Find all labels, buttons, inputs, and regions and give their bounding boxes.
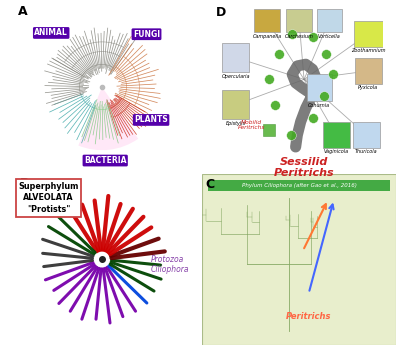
Text: Mobilid
Peritrichs: Mobilid Peritrichs xyxy=(238,120,266,130)
Text: Opercularia: Opercularia xyxy=(222,73,250,79)
Text: Pyxicola: Pyxicola xyxy=(358,85,378,90)
Text: Carchesium: Carchesium xyxy=(284,34,314,39)
Bar xyxy=(208,180,390,191)
Text: Superphylum
ALVEOLATA
"Protists": Superphylum ALVEOLATA "Protists" xyxy=(18,182,79,214)
FancyBboxPatch shape xyxy=(354,21,382,47)
Text: Thuricola: Thuricola xyxy=(355,150,378,155)
Text: Protozoa
Ciliophora: Protozoa Ciliophora xyxy=(151,255,190,274)
FancyBboxPatch shape xyxy=(306,74,332,101)
Wedge shape xyxy=(78,87,138,150)
Text: Vorticella: Vorticella xyxy=(318,34,341,39)
FancyBboxPatch shape xyxy=(353,122,380,148)
Text: ANIMAL: ANIMAL xyxy=(34,29,68,38)
FancyBboxPatch shape xyxy=(222,43,249,72)
Text: C: C xyxy=(205,178,214,191)
FancyBboxPatch shape xyxy=(222,90,249,119)
FancyBboxPatch shape xyxy=(355,58,382,84)
Text: FUNGI: FUNGI xyxy=(133,30,160,39)
Text: Vaginicola: Vaginicola xyxy=(324,150,349,155)
FancyBboxPatch shape xyxy=(317,9,342,32)
Text: Zoothamnium: Zoothamnium xyxy=(351,48,386,53)
Text: Campanella: Campanella xyxy=(252,34,282,39)
FancyBboxPatch shape xyxy=(254,9,280,32)
Text: Phylum Ciliophora (after Gao et al., 2016): Phylum Ciliophora (after Gao et al., 201… xyxy=(242,183,356,188)
Text: D: D xyxy=(216,6,226,19)
Text: Sessilid
Peritrichs: Sessilid Peritrichs xyxy=(274,157,334,178)
Text: B: B xyxy=(20,177,29,190)
Text: A: A xyxy=(18,5,28,18)
FancyBboxPatch shape xyxy=(323,122,350,148)
Text: PLANTS: PLANTS xyxy=(134,116,168,125)
FancyBboxPatch shape xyxy=(286,9,312,32)
Text: BACTERIA: BACTERIA xyxy=(84,156,126,165)
Text: Peritrichs: Peritrichs xyxy=(286,312,332,321)
Text: Cohurnia: Cohurnia xyxy=(308,103,330,108)
Text: Epistylis: Epistylis xyxy=(226,121,246,126)
